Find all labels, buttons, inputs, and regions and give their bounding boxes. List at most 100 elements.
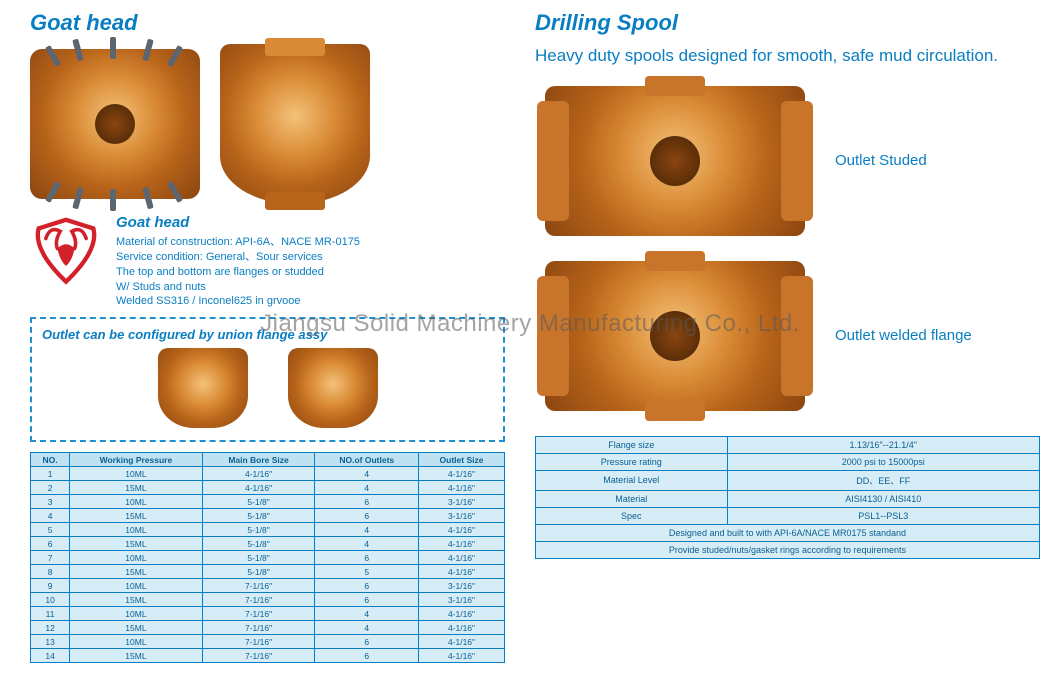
table-val-cell: 2000 psi to 15000psi (727, 453, 1039, 470)
table-cell: 10ML (70, 551, 202, 565)
table-cell: 7-1/16" (202, 593, 315, 607)
spec-line: W/ Studs and nuts (116, 280, 360, 295)
table-cell: 10 (31, 593, 70, 607)
spec-line: Material of construction: API-6A、NACE MR… (116, 235, 360, 250)
table-cell: 6 (315, 593, 419, 607)
table-row: 1215ML7-1/16"44-1/16" (31, 621, 505, 635)
table-header-cell: Main Bore Size (202, 453, 315, 467)
table-cell: 6 (315, 635, 419, 649)
goat-head-spec-lines: Material of construction: API-6A、NACE MR… (116, 235, 360, 309)
label-outlet-welded: Outlet welded flange (835, 327, 972, 344)
table-row: 1415ML7-1/16"64-1/16" (31, 649, 505, 663)
goat-head-image-2 (220, 44, 370, 204)
union-flange-title: Outlet can be configured by union flange… (42, 327, 493, 342)
table-row: 1310ML7-1/16"64-1/16" (31, 635, 505, 649)
table-header-row: NO.Working PressureMain Bore SizeNO.of O… (31, 453, 505, 467)
table-cell: 7-1/16" (202, 635, 315, 649)
table-cell: 5-1/8" (202, 537, 315, 551)
table-cell: 11 (31, 607, 70, 621)
table-foot-cell: Provide studed/nuts/gasket rings accordi… (536, 541, 1040, 558)
table-cell: 10ML (70, 523, 202, 537)
drilling-spool-table: Flange size1.13/16"--21.1/4"Pressure rat… (535, 436, 1040, 559)
table-cell: 5-1/8" (202, 495, 315, 509)
table-cell: 3-1/16" (419, 509, 505, 523)
table-cell: 10ML (70, 635, 202, 649)
table-cell: 5-1/8" (202, 523, 315, 537)
table-cell: 6 (315, 495, 419, 509)
table-cell: 10ML (70, 579, 202, 593)
table-cell: 10ML (70, 607, 202, 621)
spec-line: Welded SS316 / Inconel625 in grvooe (116, 294, 360, 309)
table-cell: 4 (315, 607, 419, 621)
goat-head-table: NO.Working PressureMain Bore SizeNO.of O… (30, 452, 505, 663)
table-cell: 8 (31, 565, 70, 579)
table-cell: 4-1/16" (419, 537, 505, 551)
label-outlet-studed: Outlet Studed (835, 152, 927, 169)
spool-studed-image (545, 86, 805, 236)
table-cell: 4 (315, 467, 419, 481)
goat-head-subheading: Goat head (116, 214, 360, 231)
table-cell: 3-1/16" (419, 593, 505, 607)
table-row: 710ML5-1/8"64-1/16" (31, 551, 505, 565)
table-header-cell: Working Pressure (70, 453, 202, 467)
table-cell: 15ML (70, 593, 202, 607)
table-cell: 5-1/8" (202, 551, 315, 565)
table-cell: 10ML (70, 467, 202, 481)
table-cell: 6 (315, 579, 419, 593)
table-cell: 7-1/16" (202, 579, 315, 593)
spool-welded-image (545, 261, 805, 411)
table-cell: 13 (31, 635, 70, 649)
table-cell: 4-1/16" (419, 635, 505, 649)
table-cell: 3-1/16" (419, 495, 505, 509)
goat-head-table-body: 110ML4-1/16"44-1/16"215ML4-1/16"44-1/16"… (31, 467, 505, 663)
table-cell: 4-1/16" (419, 551, 505, 565)
table-cell: 10ML (70, 495, 202, 509)
table-row: MaterialAISI4130 / AISI410 (536, 490, 1040, 507)
table-cell: 6 (315, 649, 419, 663)
table-foot-row: Provide studed/nuts/gasket rings accordi… (536, 541, 1040, 558)
table-cell: 7 (31, 551, 70, 565)
table-row: Material LevelDD、EE、FF (536, 470, 1040, 490)
table-key-cell: Flange size (536, 436, 728, 453)
table-cell: 4-1/16" (419, 565, 505, 579)
table-cell: 5 (315, 565, 419, 579)
table-row: 1015ML7-1/16"63-1/16" (31, 593, 505, 607)
union-flange-image-1 (158, 348, 248, 428)
spec-line: Service condition: General、Sour services (116, 250, 360, 265)
table-cell: 4-1/16" (419, 607, 505, 621)
table-key-cell: Material (536, 490, 728, 507)
table-cell: 15ML (70, 509, 202, 523)
table-row: 815ML5-1/8"54-1/16" (31, 565, 505, 579)
table-cell: 15ML (70, 621, 202, 635)
table-cell: 15ML (70, 649, 202, 663)
table-cell: 9 (31, 579, 70, 593)
spec-line: The top and bottom are flanges or studde… (116, 265, 360, 280)
table-cell: 4-1/16" (419, 621, 505, 635)
table-cell: 5-1/8" (202, 509, 315, 523)
table-header-cell: NO. (31, 453, 70, 467)
table-cell: 6 (315, 551, 419, 565)
table-cell: 5 (31, 523, 70, 537)
table-cell: 4-1/16" (202, 467, 315, 481)
table-foot-cell: Designed and built to with API-6A/NACE M… (536, 524, 1040, 541)
table-row: 910ML7-1/16"63-1/16" (31, 579, 505, 593)
drilling-spool-table-body: Flange size1.13/16"--21.1/4"Pressure rat… (536, 436, 1040, 558)
table-val-cell: PSL1--PSL3 (727, 507, 1039, 524)
table-cell: 15ML (70, 481, 202, 495)
table-foot-row: Designed and built to with API-6A/NACE M… (536, 524, 1040, 541)
table-val-cell: 1.13/16"--21.1/4" (727, 436, 1039, 453)
drilling-spool-desc: Heavy duty spools designed for smooth, s… (535, 44, 1040, 68)
table-row: Pressure rating2000 psi to 15000psi (536, 453, 1040, 470)
table-cell: 4 (315, 481, 419, 495)
table-cell: 3 (31, 495, 70, 509)
table-cell: 4 (315, 621, 419, 635)
goat-head-image-1 (30, 49, 200, 199)
table-cell: 1 (31, 467, 70, 481)
heading-drilling-spool: Drilling Spool (535, 10, 1040, 36)
table-cell: 2 (31, 481, 70, 495)
goat-head-images (30, 44, 505, 204)
table-row: 615ML5-1/8"44-1/16" (31, 537, 505, 551)
table-cell: 4-1/16" (202, 481, 315, 495)
table-cell: 7-1/16" (202, 607, 315, 621)
table-cell: 4-1/16" (419, 649, 505, 663)
